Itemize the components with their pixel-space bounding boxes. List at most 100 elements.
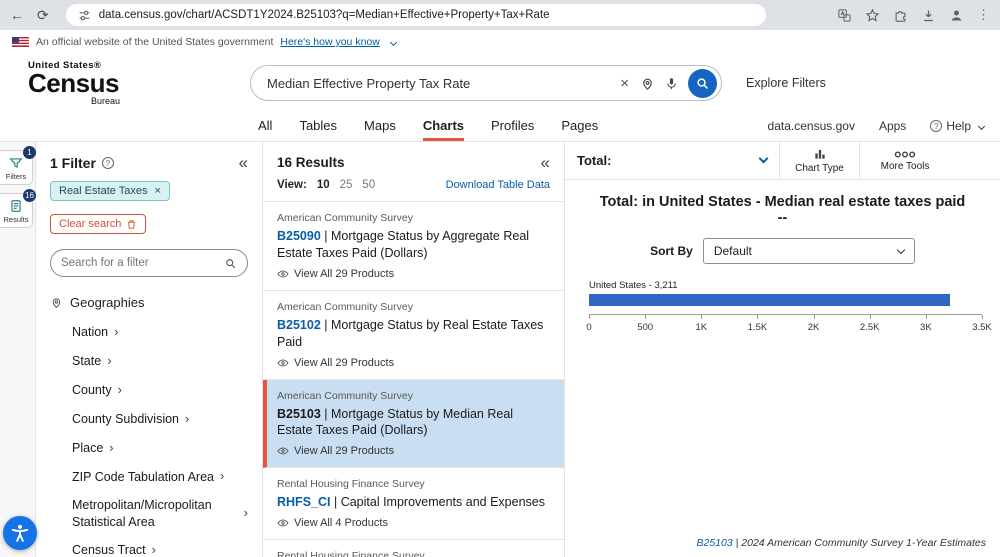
chart-source-footer: B25103 | 2024 American Community Survey … <box>696 537 987 549</box>
sort-row: Sort By Default <box>565 238 1000 264</box>
tick-label: 3K <box>920 322 932 333</box>
url-bar[interactable]: data.census.gov/chart/ACSDT1Y2024.B25103… <box>65 4 766 26</box>
search-button[interactable] <box>688 68 717 98</box>
total-dropdown[interactable]: Total: <box>565 142 780 179</box>
filter-chip-real-estate-taxes[interactable]: Real Estate Taxes × <box>50 181 170 201</box>
table-code-link[interactable]: B25103 <box>696 537 733 549</box>
result-card-b25103-selected[interactable]: American Community Survey B25103 | Mortg… <box>263 379 564 469</box>
site-info-icon[interactable] <box>78 9 91 22</box>
census-logo[interactable]: United States® Census Bureau <box>28 60 158 106</box>
rail-tab-filters[interactable]: Filters 1 <box>0 146 36 185</box>
clear-search-button[interactable]: Clear search <box>50 214 147 234</box>
view-option-25[interactable]: 25 <box>339 179 353 191</box>
chevron-right-icon: › <box>220 468 225 484</box>
result-card-b25090[interactable]: American Community Survey B25090 | Mortg… <box>263 202 564 291</box>
chevron-right-icon: › <box>117 381 122 397</box>
filters-badge: 1 <box>23 146 36 159</box>
chart-panel: Total: Chart Type More Tools Total: in U… <box>565 142 1000 557</box>
tab-charts[interactable]: Charts <box>422 114 465 141</box>
collapse-results-icon[interactable]: « <box>540 153 550 172</box>
result-card-rhfs-ex[interactable]: Rental Housing Finance Survey RHFS_EX | … <box>263 540 564 557</box>
menu-dots-icon[interactable]: ⋮ <box>977 7 990 22</box>
tab-tables[interactable]: Tables <box>299 118 338 133</box>
geo-item-place[interactable]: Place › <box>72 439 114 455</box>
extensions-icon[interactable] <box>893 8 908 23</box>
result-card-b25102[interactable]: American Community Survey B25102 | Mortg… <box>263 291 564 380</box>
results-count: 16 Results <box>277 155 345 170</box>
back-icon[interactable]: ← <box>10 7 24 23</box>
bar <box>589 294 950 306</box>
download-table-data-link[interactable]: Download Table Data <box>445 179 550 191</box>
geo-item-metro-micro[interactable]: Metropolitan/Micropolitan Statistical Ar… <box>72 498 248 529</box>
search-input[interactable] <box>267 75 610 91</box>
view-all-products-link[interactable]: View All 29 Products <box>277 268 550 280</box>
us-flag-icon <box>12 37 29 47</box>
results-badge: 16 <box>23 189 36 202</box>
help-icon: ? <box>930 120 943 132</box>
view-all-products-link[interactable]: View All 4 Products <box>277 517 550 529</box>
nav-data-census-gov[interactable]: data.census.gov <box>767 119 855 133</box>
bar-value-label: United States - 3,211 <box>589 280 678 291</box>
view-option-10[interactable]: 10 <box>316 179 330 191</box>
rail-filters-label: Filters <box>5 172 27 181</box>
rail-tab-results[interactable]: Results 16 <box>0 189 36 228</box>
filters-panel: 1 Filter ? « Real Estate Taxes × Clear s… <box>36 142 263 557</box>
geo-item-census-tract[interactable]: Census Tract › <box>72 541 156 557</box>
remove-chip-icon[interactable]: × <box>154 185 161 197</box>
geo-item-county-subdivision[interactable]: County Subdivision › <box>72 410 190 426</box>
tick-label: 0 <box>586 322 592 333</box>
view-all-products-link[interactable]: View All 29 Products <box>277 357 550 369</box>
url-text: data.census.gov/chart/ACSDT1Y2024.B25103… <box>98 9 550 21</box>
download-icon[interactable] <box>921 8 936 23</box>
browser-chrome: ← ⟳ data.census.gov/chart/ACSDT1Y2024.B2… <box>0 0 1000 30</box>
result-card-rhfs-ci[interactable]: Rental Housing Finance Survey RHFS_CI | … <box>263 468 564 541</box>
sort-by-label: Sort By <box>650 244 693 258</box>
chart-type-button[interactable]: Chart Type <box>780 142 860 179</box>
nav-apps[interactable]: Apps <box>878 119 907 133</box>
tab-pages[interactable]: Pages <box>561 118 599 133</box>
chevron-down-icon <box>758 153 769 164</box>
geo-item-state[interactable]: State › <box>72 352 112 369</box>
logo-line-1: United States® <box>28 60 102 72</box>
chevron-right-icon: › <box>107 352 112 368</box>
accessibility-icon <box>11 524 29 542</box>
view-all-products-link[interactable]: View All 29 Products <box>277 445 550 457</box>
translate-icon[interactable] <box>837 8 852 23</box>
tab-maps[interactable]: Maps <box>364 118 396 133</box>
chart-toolbar: Total: Chart Type More Tools <box>565 142 1000 180</box>
microphone-icon[interactable] <box>664 76 679 91</box>
logo-line-3: Bureau <box>90 95 120 106</box>
geo-item-nation[interactable]: Nation › <box>72 324 119 340</box>
bookmark-star-icon[interactable] <box>865 8 880 23</box>
search-bar: × <box>250 65 722 101</box>
chevron-down-icon <box>896 245 906 254</box>
chevron-down-icon <box>977 122 986 130</box>
refresh-icon[interactable]: ⟳ <box>37 7 49 23</box>
results-panel: 16 Results « View: 10 25 50 Download Tab… <box>263 142 565 557</box>
pin-icon <box>52 298 61 309</box>
tab-profiles[interactable]: Profiles <box>491 118 535 133</box>
chart-type-icon <box>814 149 825 159</box>
search-icon[interactable] <box>224 257 237 270</box>
filter-search-input[interactable] <box>61 257 218 269</box>
rail-results-label: Results <box>3 215 29 224</box>
document-icon <box>11 200 21 212</box>
view-option-50[interactable]: 50 <box>362 179 376 191</box>
geo-item-county[interactable]: County › <box>72 381 122 398</box>
sort-dropdown[interactable]: Default <box>702 238 915 264</box>
geo-item-zcta[interactable]: ZIP Code Tabulation Area › <box>72 468 225 484</box>
location-pin-icon[interactable] <box>640 76 655 91</box>
gov-banner-link[interactable]: Here's how you know <box>280 36 380 48</box>
explore-filters-link[interactable]: Explore Filters <box>746 76 826 90</box>
filters-title: 1 Filter <box>50 154 96 171</box>
more-tools-button[interactable]: More Tools <box>860 142 950 179</box>
gov-banner-text: An official website of the United States… <box>36 36 274 48</box>
tab-all[interactable]: All <box>258 118 273 133</box>
collapse-filters-icon[interactable]: « <box>238 153 248 172</box>
site-header: United States® Census Bureau × Explore F… <box>0 54 1000 112</box>
nav-help[interactable]: ? Help <box>930 119 986 133</box>
profile-icon[interactable] <box>949 8 964 23</box>
accessibility-button[interactable] <box>3 516 37 550</box>
clear-search-icon[interactable]: × <box>620 74 629 92</box>
info-icon[interactable]: ? <box>101 156 114 169</box>
